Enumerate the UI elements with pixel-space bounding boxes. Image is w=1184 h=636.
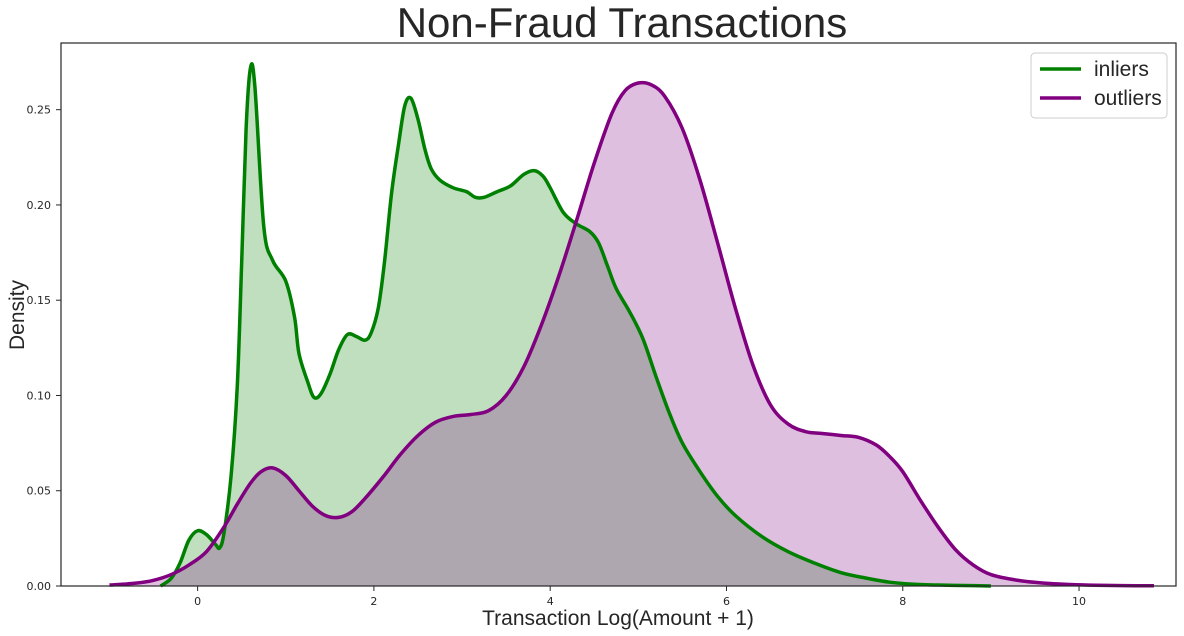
- y-tick-label: 0.00: [27, 580, 52, 593]
- legend-label-inliers: inliers: [1094, 58, 1149, 81]
- density-line-inliers: [159, 62, 991, 588]
- chart-title: Non-Fraud Transactions: [397, 0, 848, 46]
- density-fills: [109, 63, 1154, 587]
- x-tick-label: 0: [194, 595, 201, 608]
- y-tick-label: 0.20: [27, 199, 52, 212]
- plot-frame: [60, 42, 1177, 587]
- x-axis-label: Transaction Log(Amount + 1): [482, 607, 754, 630]
- legend-label-outliers: outliers: [1094, 87, 1162, 110]
- x-tick-label: 10: [1072, 595, 1086, 608]
- x-tick-label: 6: [723, 595, 730, 608]
- x-tick-label: 4: [547, 595, 554, 608]
- y-axis-ticks: 0.00 0.05 0.10 0.15 0.20 0.25: [27, 104, 61, 593]
- y-tick-label: 0.05: [27, 485, 52, 498]
- density-fill-inliers: [160, 63, 991, 587]
- y-tick-label: 0.15: [27, 294, 52, 307]
- y-axis-label: Density: [6, 279, 29, 350]
- legend: inliers outliers: [1030, 52, 1168, 119]
- x-tick-label: 8: [899, 595, 906, 608]
- x-axis-ticks: 0 2 4 6 8 10: [194, 586, 1086, 608]
- x-tick-label: 2: [370, 595, 377, 608]
- y-tick-label: 0.10: [27, 389, 52, 402]
- density-lines: [109, 62, 1154, 588]
- y-tick-label: 0.25: [27, 104, 52, 117]
- density-line-outliers: [109, 80, 1154, 588]
